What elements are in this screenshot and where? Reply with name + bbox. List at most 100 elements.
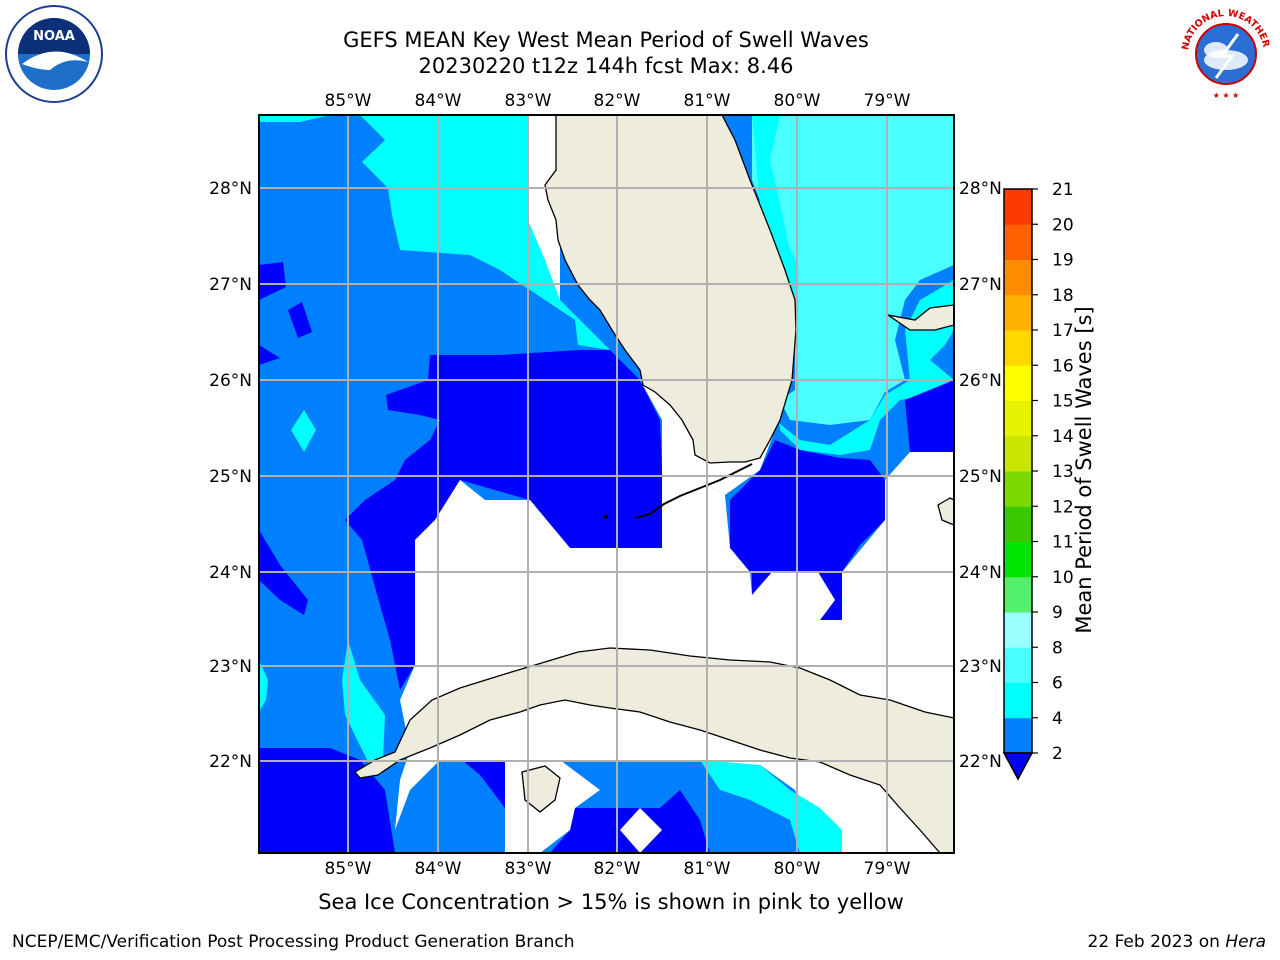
- lon-label-bottom: 81°W: [684, 859, 731, 879]
- colorbar-tick-label: 14: [1052, 427, 1074, 447]
- lon-label-top: 85°W: [325, 91, 372, 111]
- chart-title: GEFS MEAN Key West Mean Period of Swell …: [343, 28, 869, 52]
- lon-label-bottom: 84°W: [415, 859, 462, 879]
- lon-label-top: 83°W: [505, 91, 552, 111]
- colorbar-tick-label: 19: [1052, 251, 1074, 271]
- colorbar-segment: [1004, 189, 1032, 225]
- land-florida-keys: [635, 463, 753, 519]
- field-level-6-8-north: [259, 115, 610, 350]
- grid-lines: [259, 115, 954, 853]
- lon-label-top: 82°W: [594, 91, 641, 111]
- colorbar-segment: [1004, 330, 1032, 366]
- colorbar-label: Mean Period of Swell Waves [s]: [1072, 306, 1096, 634]
- land-isla-juventud: [521, 765, 561, 813]
- colorbar-tick-label: 18: [1052, 286, 1074, 306]
- field-level-2-4-east-edge: [905, 380, 954, 452]
- lat-label-left: 27°N: [209, 275, 252, 295]
- field-level-6-8-south: [700, 760, 842, 853]
- lon-label-top: 80°W: [774, 91, 821, 111]
- colorbar-tick-label: 2: [1052, 744, 1063, 764]
- colorbar-tick-label: 4: [1052, 709, 1063, 729]
- lat-label-right: 26°N: [959, 371, 1002, 391]
- colorbar: 2 4 6 8 9 10 11 12 13 14 15 16 17 18 19 20 21: [1002, 180, 1074, 781]
- colorbar-segment: [1004, 647, 1032, 683]
- lat-label-left: 28°N: [209, 179, 252, 199]
- colorbar-segment: [1004, 541, 1032, 578]
- lon-label-bottom: 79°W: [864, 859, 911, 879]
- lon-label-top: 79°W: [864, 91, 911, 111]
- nws-logo: NATIONAL WEATHER SERVICE ★ ★ ★: [1176, 4, 1274, 102]
- field-level-2-4-west2: [288, 302, 312, 338]
- colorbar-segment: [1004, 294, 1032, 331]
- colorbar-tick-label: 13: [1052, 462, 1074, 482]
- field-level-2-4-west1: [259, 262, 286, 300]
- colorbar-segment: [1004, 506, 1032, 542]
- lat-label-right: 22°N: [959, 752, 1002, 772]
- map-frame: [258, 114, 955, 854]
- colorbar-tick-label: 8: [1052, 638, 1063, 658]
- colorbar-tick-label: 9: [1052, 603, 1063, 623]
- land-cuba: [354, 647, 954, 853]
- field-level-2-4-west3: [259, 345, 280, 365]
- lat-label-left: 23°N: [209, 657, 252, 677]
- sea-ice-note: Sea Ice Concentration > 15% is shown in …: [318, 890, 904, 914]
- lon-label-bottom: 82°W: [594, 859, 641, 879]
- footer-host: Hera: [1225, 932, 1266, 952]
- field-level-6-8-spot1: [291, 410, 316, 452]
- footer-date-text: 22 Feb 2023 on: [1087, 932, 1226, 952]
- lat-label-left: 22°N: [209, 752, 252, 772]
- svg-text:★ ★ ★: ★ ★ ★: [1213, 91, 1240, 100]
- field-no-data-south-diamond: [620, 808, 662, 853]
- colorbar-segment: [1004, 682, 1032, 719]
- field-level-6-8-spot2: [342, 640, 385, 770]
- colorbar-tick-label: 20: [1052, 215, 1074, 235]
- colorbar-segment: [1004, 612, 1032, 648]
- colorbar-segment: [1004, 400, 1032, 437]
- lon-label-bottom: 83°W: [505, 859, 552, 879]
- colorbar-tick-label: 12: [1052, 497, 1074, 517]
- lon-label-top: 81°W: [684, 91, 731, 111]
- field-level-2-4-central: [345, 350, 662, 690]
- colorbar-segment: [1004, 435, 1032, 472]
- chart-subtitle: 20230220 t12z 144h fcst Max: 8.46: [418, 54, 794, 78]
- noaa-logo: NOAA: [5, 5, 103, 103]
- lon-label-bottom: 85°W: [325, 859, 372, 879]
- colorbar-segment: [1004, 224, 1032, 260]
- lat-label-left: 24°N: [209, 563, 252, 583]
- field-level-4-6-east: [930, 330, 954, 380]
- field-no-data-north: [528, 115, 560, 300]
- colorbar-segment: [1004, 717, 1032, 754]
- lat-label-left: 25°N: [209, 467, 252, 487]
- lon-label-bottom: 80°W: [774, 859, 821, 879]
- lat-label-left: 26°N: [209, 371, 252, 391]
- land-dry-tortugas: [604, 515, 608, 519]
- lat-label-right: 24°N: [959, 563, 1002, 583]
- field-level-2-4-straits-c: [818, 572, 842, 620]
- colorbar-tick-label: 16: [1052, 356, 1074, 376]
- land-andros: [937, 497, 954, 526]
- field-level-6-8-upper: [259, 115, 330, 122]
- lat-label-right: 25°N: [959, 467, 1002, 487]
- lat-label-right: 27°N: [959, 275, 1002, 295]
- field-level-6-8-spot3: [259, 660, 268, 712]
- colorbar-tick-label: 17: [1052, 321, 1074, 341]
- colorbar-tick-label: 15: [1052, 392, 1074, 412]
- colorbar-segment: [1004, 471, 1032, 507]
- lat-label-right: 23°N: [959, 657, 1002, 677]
- colorbar-segment: [1004, 365, 1032, 401]
- colorbar-tick-label: 6: [1052, 674, 1063, 694]
- field-level-2-4-south: [462, 760, 505, 808]
- field-level-4-6-south: [660, 760, 800, 853]
- colorbar-segment: [1004, 576, 1032, 613]
- colorbar-tick-label: 10: [1052, 568, 1074, 588]
- field-level-2-4-straits: [730, 440, 885, 572]
- colorbar-extension: [1002, 752, 1034, 781]
- footer-date: 22 Feb 2023 on Hera: [1088, 932, 1266, 952]
- noaa-logo-text: NOAA: [33, 29, 75, 44]
- colorbar-tick-label: 21: [1052, 180, 1074, 200]
- lat-label-right: 28°N: [959, 179, 1002, 199]
- footer-branch: NCEP/EMC/Verification Post Processing Pr…: [12, 932, 575, 952]
- lon-label-top: 84°W: [415, 91, 462, 111]
- colorbar-segment: [1004, 259, 1032, 296]
